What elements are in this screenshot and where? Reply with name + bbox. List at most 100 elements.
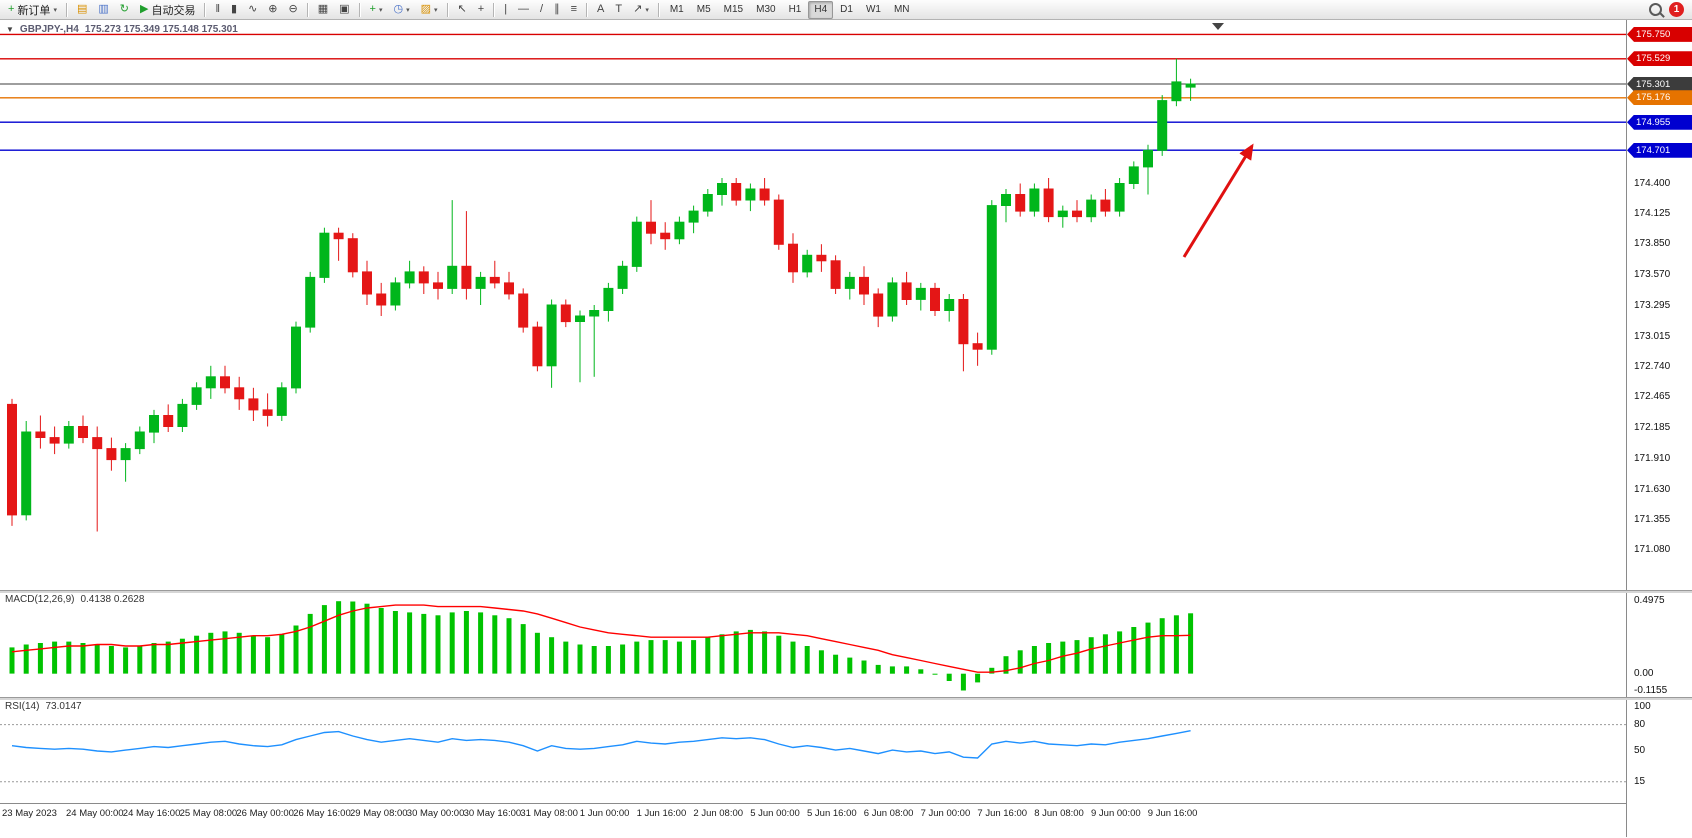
candle — [362, 260, 372, 305]
candle — [930, 282, 940, 316]
timeframe-m1-button[interactable]: M1 — [669, 4, 684, 15]
time-axis-label: 23 May 2023 — [2, 808, 57, 819]
templates-button[interactable]: ▨ ▾ — [416, 0, 443, 19]
candle — [63, 421, 74, 449]
bar-chart-button[interactable]: ‖ — [210, 0, 225, 19]
horizontal-line-button[interactable]: — — [513, 0, 534, 19]
pane-divider[interactable] — [0, 590, 1692, 593]
timeframe-m30-button[interactable]: M30 — [756, 4, 776, 15]
macd-histogram-bar — [392, 611, 398, 674]
timeframe-h4-button[interactable]: H4 — [808, 0, 834, 19]
price-scale[interactable]: 174.400 174.125 173.850 173.570 173.295 173.0… — [1626, 20, 1692, 837]
time-axis[interactable]: 23 May 2023 24 May 00:00 24 May 16:00 25 Ma… — [0, 803, 1626, 838]
chann el-button[interactable]: ∥ — [549, 0, 565, 19]
candle — [816, 244, 827, 272]
macd-histogram-bar — [620, 644, 626, 674]
price-scale-label: 174.125 — [1634, 207, 1671, 219]
toolbar-separator — [358, 2, 361, 17]
arrows-tool-button[interactable]: ↗ ▾ — [628, 0, 654, 19]
candle — [120, 443, 131, 482]
line-chart-button[interactable]: ∿ — [243, 0, 262, 19]
trend-arrow-annotation[interactable] — [1182, 143, 1254, 258]
chart-plot-area[interactable]: ▼ GBPJPY-,H4 175.273 175.349 175.148 175… — [0, 20, 1626, 590]
candle — [873, 288, 884, 328]
price-scale-label: 173.295 — [1634, 299, 1671, 311]
timeframe-d1-button[interactable]: D1 — [840, 4, 853, 15]
cascade-windows-button[interactable]: ▣ — [334, 0, 354, 19]
charts-button[interactable]: ▤ — [72, 0, 92, 19]
time-axis-label: 1 Jun 00:00 — [579, 808, 630, 819]
toolbar-separator — [586, 2, 589, 17]
text-tool-button[interactable]: A — [592, 0, 609, 19]
level-price-tag: 175.529 — [1627, 51, 1692, 67]
zoom-out-button[interactable]: ⊖ — [284, 0, 303, 19]
crosshair-button[interactable]: + — [473, 0, 489, 19]
candle — [291, 321, 301, 394]
macd-signal-line — [11, 604, 1191, 673]
price-scale-label: 0.4975 — [1634, 595, 1665, 607]
candle — [788, 233, 798, 283]
trendline-button[interactable]: / — [535, 0, 548, 19]
timeframe-h1-button[interactable]: H1 — [788, 4, 802, 15]
candle — [305, 271, 316, 333]
macd-histogram-bar — [1046, 643, 1052, 674]
candle — [986, 200, 997, 355]
timeframe-m15-button[interactable]: M15 — [723, 4, 744, 15]
candle — [404, 260, 415, 289]
auto-trading-button[interactable]: ▶ 自动交易 — [135, 0, 200, 19]
macd-histogram-bar — [66, 641, 72, 674]
macd-histogram-bar — [94, 644, 100, 674]
label-tool-button[interactable]: T — [610, 0, 627, 19]
price-scale-label: 172.185 — [1634, 422, 1671, 434]
cursor-button[interactable]: ↖ — [453, 0, 472, 19]
macd-histogram-bar — [307, 613, 313, 674]
candle — [1143, 144, 1153, 195]
macd-histogram-bar — [719, 634, 725, 674]
rsi-label: RSI(14) — [5, 701, 40, 712]
macd-pane[interactable]: MACD(12,26,9) 0.4138 0.2628 — [0, 592, 1626, 697]
vertical-line-button[interactable]: | — [499, 0, 512, 19]
time-axis-label: 9 Jun 00:00 — [1091, 808, 1141, 819]
pane-divider[interactable] — [0, 697, 1692, 700]
timeframe-w1-button[interactable]: W1 — [865, 4, 881, 15]
candle — [901, 271, 912, 305]
macd-histogram-bar — [946, 673, 952, 681]
chevron-down-icon: ▾ — [378, 6, 383, 14]
timeframe-mn-button[interactable]: MN — [893, 4, 910, 15]
candle — [518, 288, 529, 333]
timeframe-m5-button[interactable]: M5 — [696, 4, 711, 15]
rsi-pane[interactable]: RSI(14) 73.0147 — [0, 699, 1626, 801]
indicators-button[interactable]: + ▾ — [365, 0, 388, 19]
tile-windows-button[interactable]: ▦ — [313, 0, 333, 19]
periods-button[interactable]: ◷ ▾ — [388, 0, 414, 19]
one-click-trading-icon[interactable]: ▼ — [6, 25, 14, 34]
macd-histogram-bar — [861, 660, 867, 674]
toolbar-separator — [493, 2, 496, 17]
candle — [688, 205, 699, 234]
macd-histogram-bar — [932, 673, 938, 675]
time-axis-label: 31 May 08:00 — [520, 808, 578, 819]
search-icon[interactable] — [1649, 3, 1662, 16]
macd-histogram-bar — [250, 635, 256, 674]
level-price-tag: 174.701 — [1627, 142, 1692, 158]
price-scale-label: 171.630 — [1634, 483, 1671, 495]
fibonacci-button[interactable]: ≡ — [566, 0, 582, 19]
cascade-windows-icon: ▣ — [339, 3, 350, 15]
notification-badge[interactable]: 1 — [1669, 2, 1684, 17]
time-axis-label: 1 Jun 16:00 — [636, 808, 687, 819]
new-order-button[interactable]: + 新订单 ▾ — [3, 0, 62, 19]
profiles-button[interactable]: ▥ — [93, 0, 113, 19]
macd-histogram-bar — [1102, 634, 1108, 674]
zoom-in-button[interactable]: ⊕ — [263, 0, 282, 19]
macd-label: MACD(12,26,9) — [5, 594, 75, 605]
macd-histogram-bar — [336, 601, 342, 674]
candlestick-chart-button[interactable]: ▮ — [226, 0, 242, 19]
macd-histogram-bar — [279, 634, 285, 674]
candle — [560, 299, 571, 328]
symbol-title: GBPJPY-,H4 — [19, 24, 79, 35]
macd-histogram-bar — [179, 638, 185, 674]
current-price-tag: 175.301 — [1627, 76, 1692, 92]
candlestick-chart-icon: ▮ — [231, 3, 238, 15]
refresh-button[interactable]: ↻ — [115, 0, 134, 19]
macd-histogram-bar — [123, 647, 129, 674]
